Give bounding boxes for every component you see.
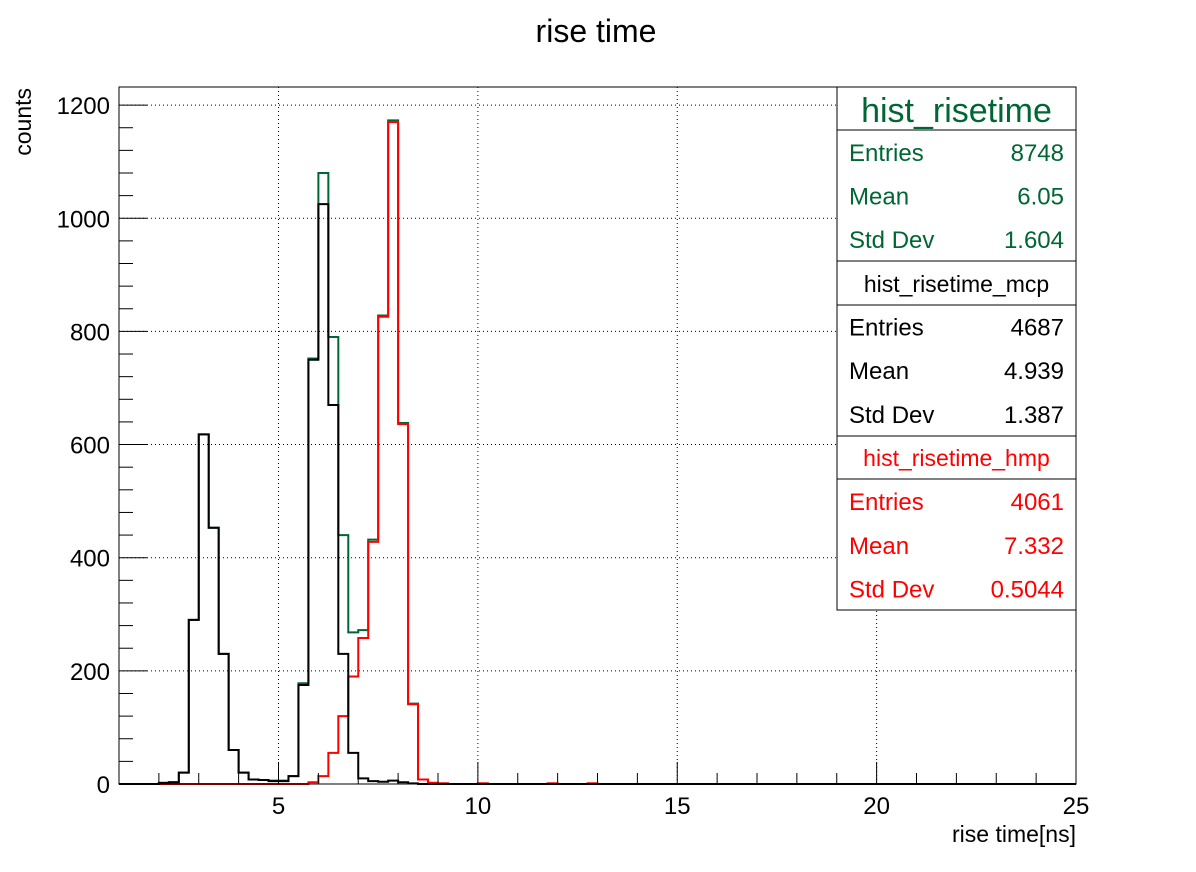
- x-tick-label: 10: [465, 793, 492, 820]
- stats-value: 7.332: [1004, 533, 1064, 560]
- stats-title: hist_risetime_hmp: [863, 445, 1050, 471]
- stats-value: 8748: [1011, 140, 1064, 167]
- stats-value: 4.939: [1004, 358, 1064, 385]
- y-tick-label: 200: [70, 659, 110, 686]
- x-tick-label: 15: [664, 793, 691, 820]
- y-tick-label: 600: [70, 433, 110, 460]
- stats-label: Std Dev: [849, 402, 934, 429]
- stats-box: hist_risetime Entries 8748 Mean 6.05 Std Dev 1…: [836, 86, 1077, 611]
- stats-label: Std Dev: [849, 227, 934, 254]
- stats-label: Entries: [849, 140, 924, 167]
- series-hist-risetime-mcp: [119, 203, 1076, 785]
- x-tick-label: 5: [272, 793, 285, 820]
- stats-title: hist_risetime_mcp: [864, 271, 1049, 297]
- stats-title: hist_risetime: [861, 92, 1052, 130]
- x-tick-label: 25: [1063, 793, 1090, 820]
- y-tick-label: 400: [70, 546, 110, 573]
- stats-value: 6.05: [1017, 184, 1064, 211]
- y-tick-label: 1200: [57, 93, 110, 120]
- stats-label: Mean: [849, 358, 909, 385]
- stats-value: 1.604: [1004, 227, 1064, 254]
- x-tick-label: 20: [863, 793, 890, 820]
- stats-block: [836, 86, 1077, 262]
- y-axis-label: counts: [10, 88, 36, 156]
- y-tick-label: 800: [70, 319, 110, 346]
- stats-value: 4061: [1011, 489, 1064, 516]
- stats-label: Entries: [849, 315, 924, 342]
- stats-value: 4687: [1011, 315, 1064, 342]
- stats-value: 1.387: [1004, 402, 1064, 429]
- stats-label: Mean: [849, 533, 909, 560]
- stats-label: Std Dev: [849, 577, 934, 604]
- chart-title: rise time: [536, 13, 657, 49]
- stats-value: 0.5044: [991, 577, 1064, 604]
- x-axis-label: rise time[ns]: [952, 821, 1076, 847]
- stats-block: [836, 260, 1077, 437]
- stats-label: Mean: [849, 184, 909, 211]
- stats-label: Entries: [849, 489, 924, 516]
- stats-block: [836, 435, 1077, 611]
- y-tick-label: 1000: [57, 206, 110, 233]
- y-tick-label: 0: [97, 772, 110, 799]
